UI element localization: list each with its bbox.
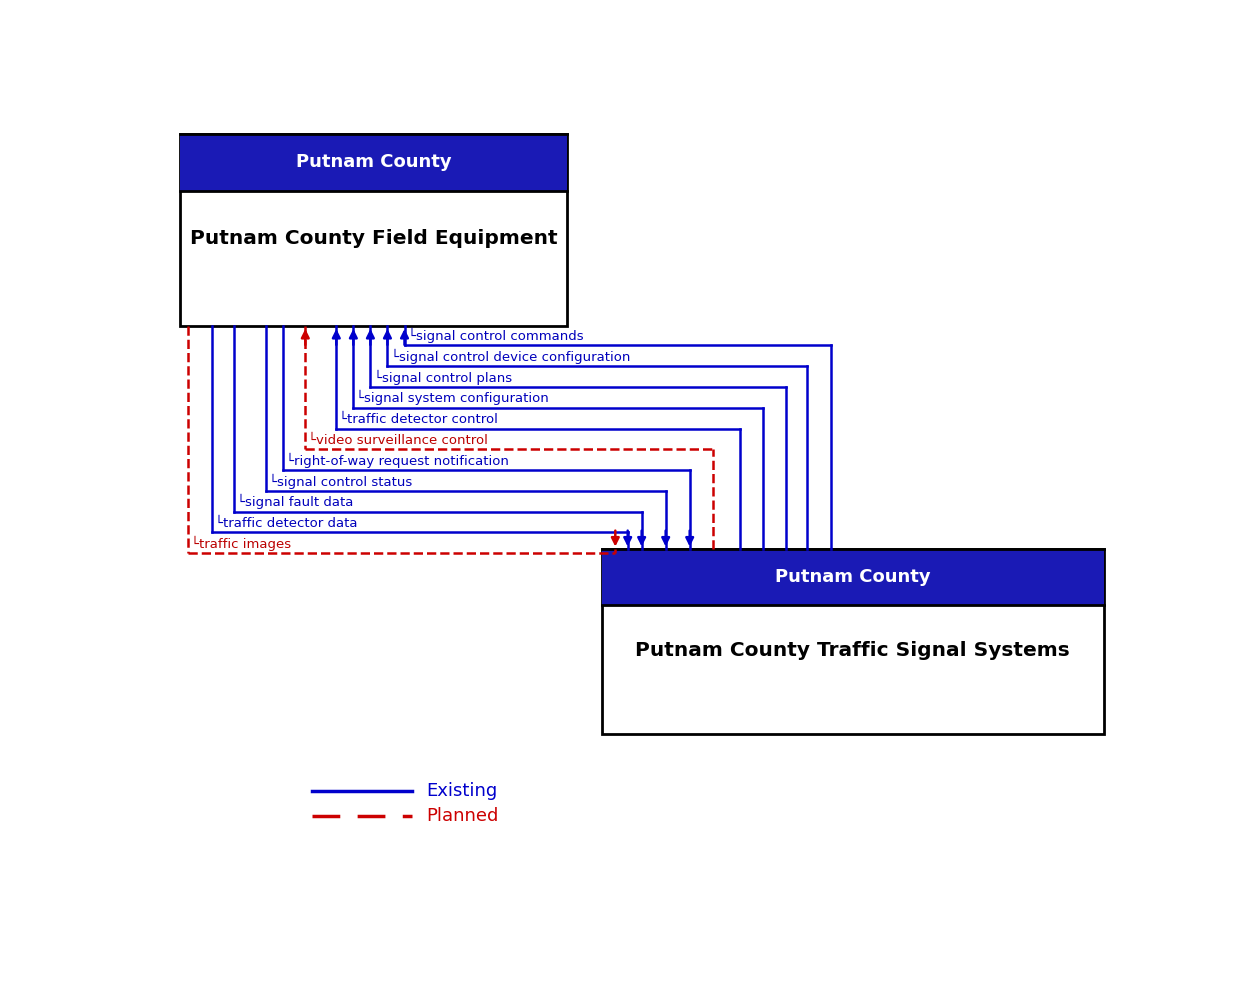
Text: Putnam County: Putnam County (295, 154, 451, 171)
Bar (180, 134, 567, 191)
Text: └traffic detector control: └traffic detector control (339, 413, 498, 427)
Text: └signal control plans: └signal control plans (373, 369, 512, 384)
Bar (602, 550, 1103, 605)
Text: └signal control commands: └signal control commands (408, 328, 583, 343)
Text: └video surveillance control: └video surveillance control (308, 434, 488, 447)
Text: Putnam County: Putnam County (775, 568, 930, 586)
Text: Putnam County Traffic Signal Systems: Putnam County Traffic Signal Systems (636, 640, 1070, 660)
Text: └signal system configuration: └signal system configuration (357, 390, 550, 406)
Text: Planned: Planned (426, 807, 498, 824)
Text: └right-of-way request notification: └right-of-way request notification (285, 452, 508, 468)
Text: └signal control status: └signal control status (269, 474, 412, 489)
Bar (180, 134, 567, 326)
Text: └signal control device configuration: └signal control device configuration (391, 349, 630, 363)
Text: Putnam County Field Equipment: Putnam County Field Equipment (190, 230, 557, 248)
Bar (602, 550, 1103, 734)
Text: └traffic detector data: └traffic detector data (215, 517, 358, 530)
Text: Existing: Existing (426, 782, 497, 800)
Text: └signal fault data: └signal fault data (237, 494, 353, 509)
Text: └traffic images: └traffic images (190, 536, 290, 551)
